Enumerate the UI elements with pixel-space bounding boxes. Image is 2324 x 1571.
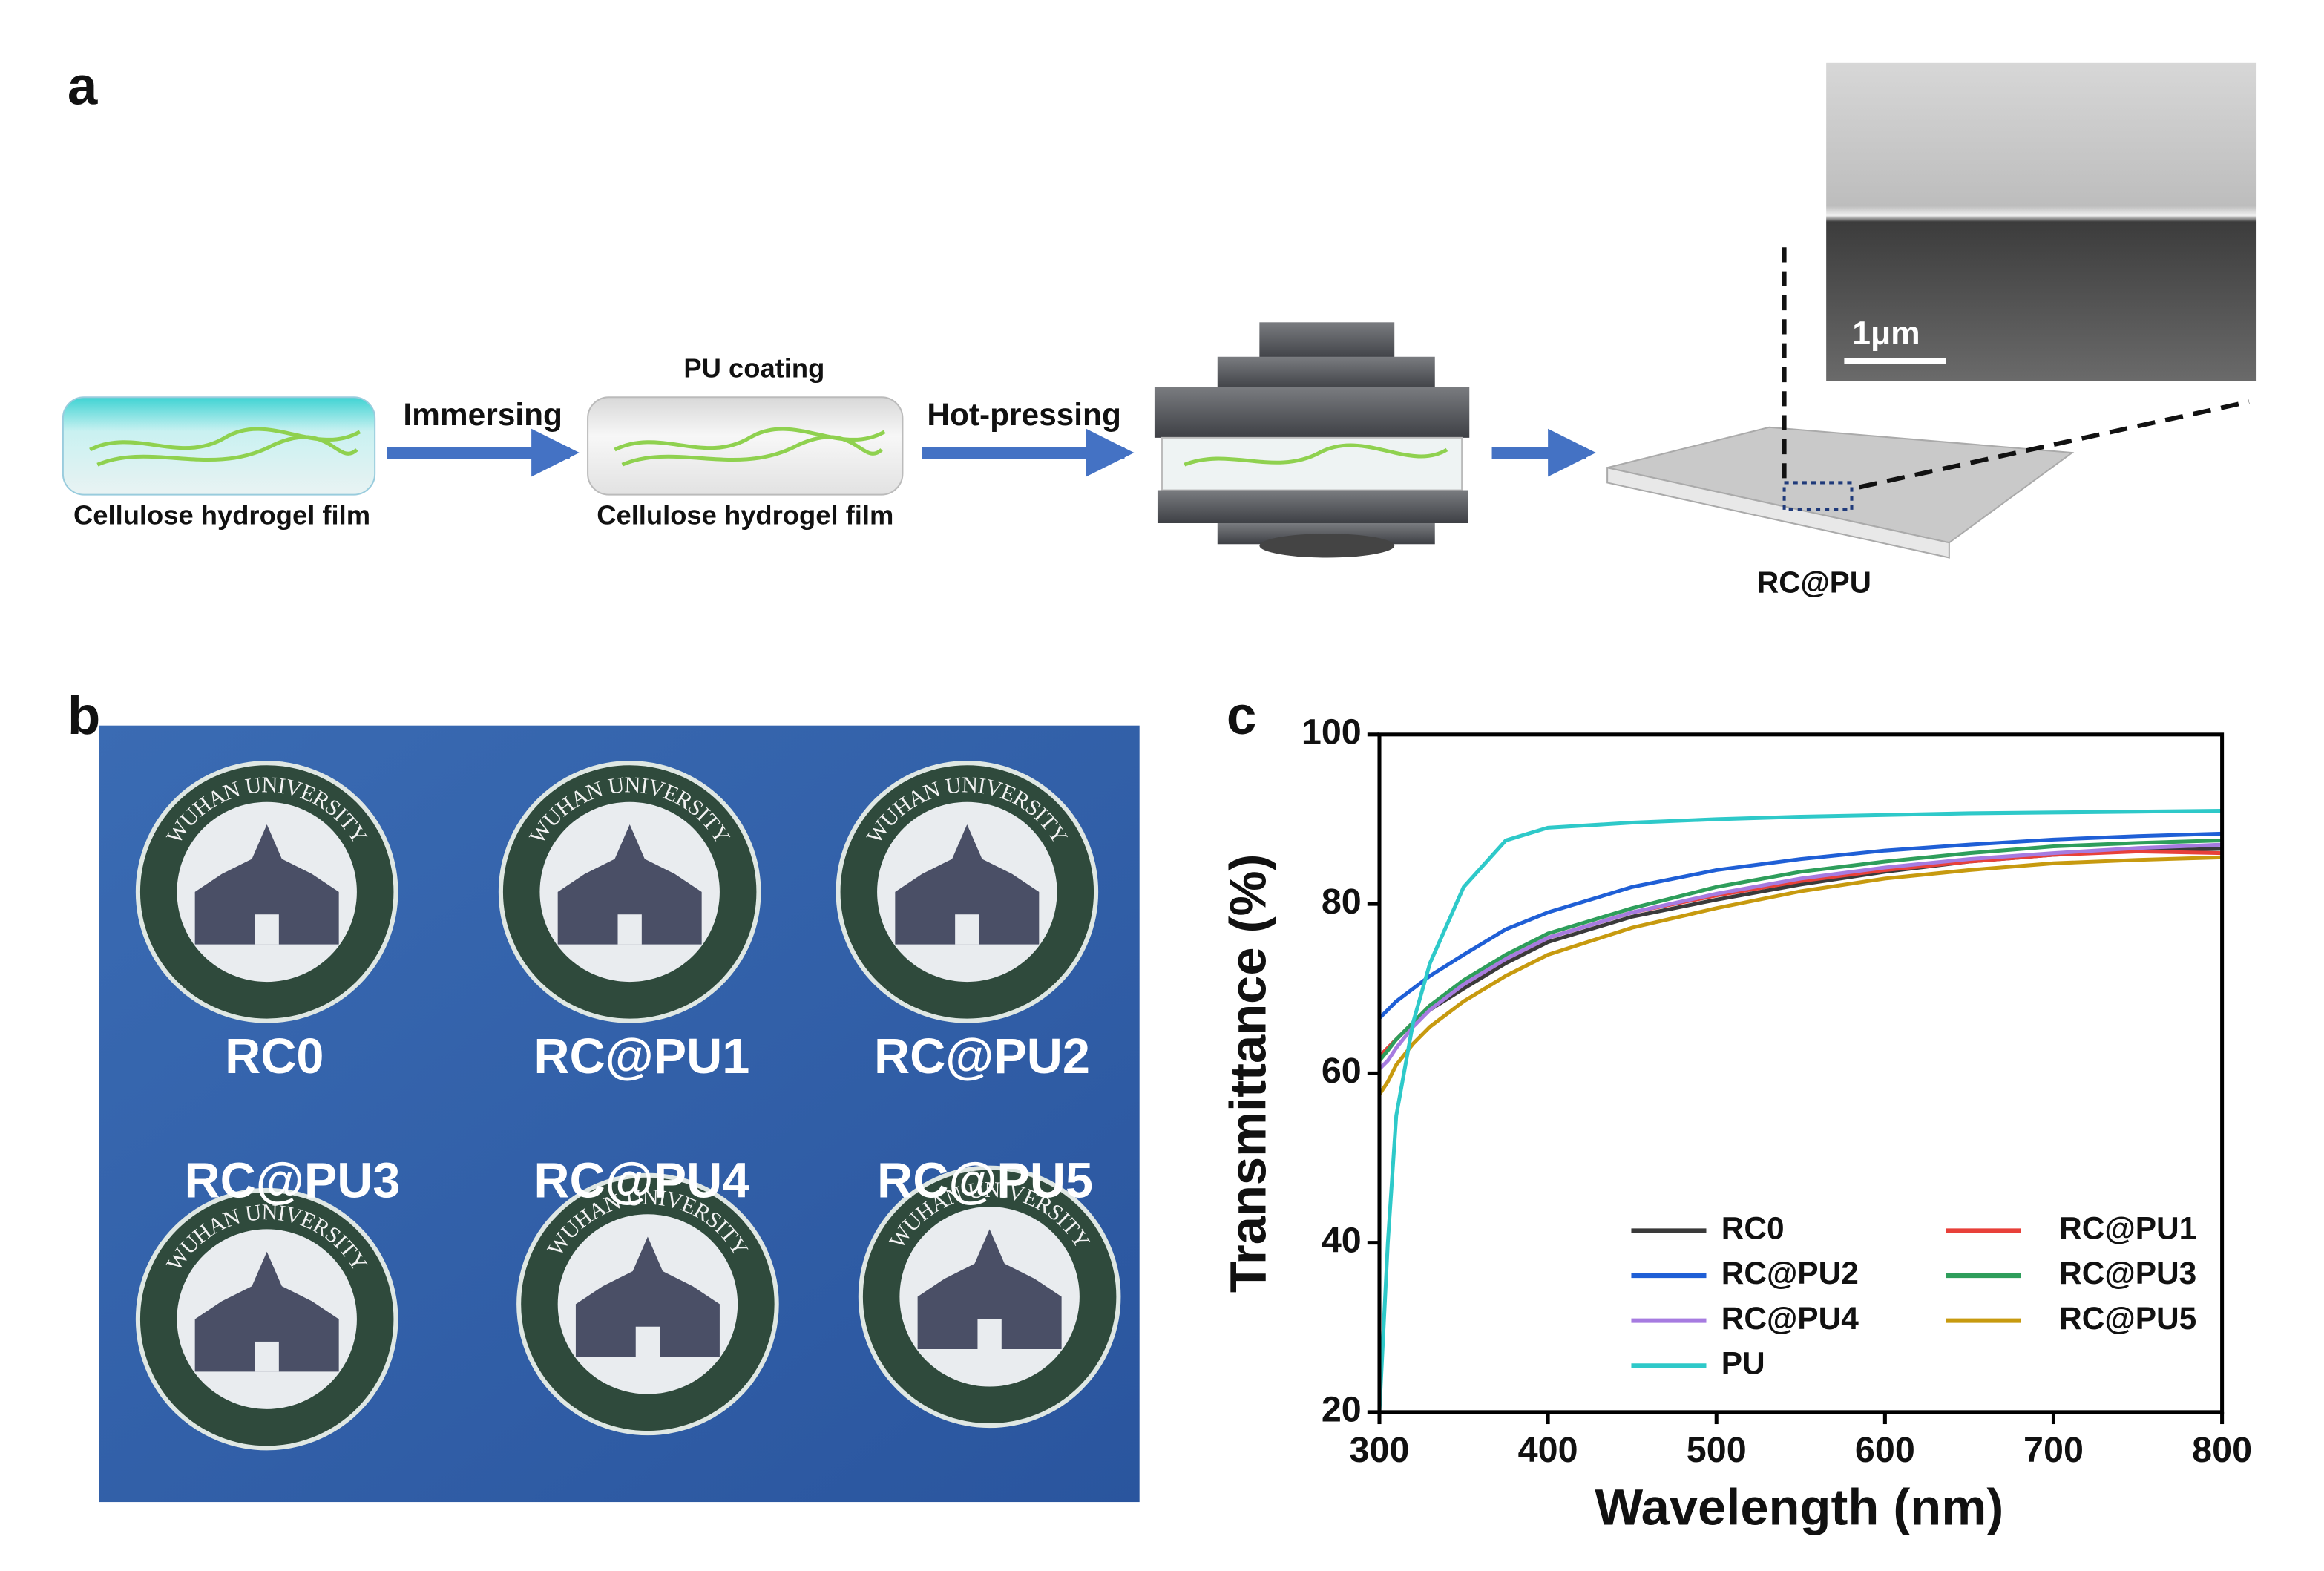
plot-frame: [1377, 732, 2225, 1414]
product-label: RC@PU: [1757, 565, 1871, 599]
data-line: [1378, 831, 2222, 1020]
panel-label: b: [68, 686, 100, 746]
panel-b: b WUHAN UNIVERSITY WUHAN UNIVERSITY WUHAN …: [68, 686, 1140, 1503]
coated-film: [587, 396, 904, 496]
y-tick-label: 100: [1301, 712, 1362, 752]
sample-label: RC@PU4: [534, 1153, 749, 1208]
emblem: WUHAN UNIVERSITY: [516, 1172, 779, 1436]
panel-label: c: [1227, 686, 1256, 746]
sample-label: RC0: [225, 1029, 324, 1084]
emblem: WUHAN UNIVERSITY: [836, 761, 1099, 1023]
emblem-door: [955, 914, 979, 945]
y-axis-label: Transmittance (%): [1219, 854, 1276, 1293]
data-line: [1377, 855, 2222, 1096]
emblem: WUHAN UNIVERSITY: [135, 761, 398, 1023]
sample-label: RC@PU5: [877, 1153, 1093, 1208]
scale-bar-label: 1μm: [1852, 315, 1920, 352]
x-tick-label: 500: [1687, 1430, 1747, 1470]
emblem-building: [917, 1229, 1062, 1350]
legend-label: RC@PU4: [1721, 1301, 1859, 1336]
legend-label: RC@PU5: [2059, 1301, 2196, 1336]
hydrogel-film: [62, 396, 376, 496]
emblem-building: [194, 824, 339, 945]
legend-label: PU: [1721, 1345, 1765, 1380]
panel-c: c Wavelength (nm) Transmittance (%) 300 4…: [1219, 686, 2252, 1535]
press-part: [1259, 322, 1395, 360]
data-line: [1377, 809, 2222, 1413]
y-tick-label: 20: [1322, 1390, 1362, 1430]
step-label: Immersing: [403, 397, 562, 432]
emblem-door: [617, 914, 642, 945]
x-tick-label: 300: [1350, 1430, 1410, 1470]
emblem-building: [575, 1236, 720, 1357]
emblem-building: [557, 824, 702, 945]
step-label: Hot-pressing: [927, 397, 1121, 432]
cellulose-fibers: [89, 427, 361, 467]
emblem-door: [255, 1341, 279, 1372]
film-label: Cellulose hydrogel film: [73, 500, 370, 531]
legend-label: RC@PU1: [2059, 1211, 2196, 1246]
press-part: [1157, 490, 1468, 523]
film-label: Cellulose hydrogel film: [597, 500, 893, 531]
callout-box: [1782, 481, 1854, 511]
x-tick-label: 800: [2192, 1430, 2252, 1470]
data-line: [1378, 842, 2222, 1071]
y-tick-label: 80: [1322, 882, 1362, 922]
press-part: [1259, 534, 1395, 558]
hot-press: [1154, 322, 1470, 558]
emblem-door: [635, 1326, 660, 1357]
x-tick-label: 400: [1518, 1430, 1578, 1470]
y-tick-label: 40: [1322, 1220, 1362, 1260]
legend-label: RC@PU2: [1721, 1256, 1859, 1290]
x-tick-label: 600: [1855, 1430, 1915, 1470]
pressed-film: [1161, 436, 1463, 491]
callout-line: [1858, 399, 2250, 490]
panel-label: a: [68, 56, 98, 116]
legend-label: RC@PU3: [2059, 1256, 2196, 1290]
press-part: [1217, 356, 1435, 390]
emblem-building: [194, 1251, 339, 1372]
sample-label: RC@PU3: [185, 1153, 401, 1208]
emblem-door: [255, 914, 279, 945]
cellulose-fibers: [1184, 443, 1448, 467]
coating-label: PU coating: [683, 353, 824, 384]
sample-label: RC@PU1: [534, 1029, 749, 1084]
sample-label: RC@PU2: [874, 1029, 1090, 1084]
sem-image: [1826, 62, 2257, 381]
x-axis-label: Wavelength (nm): [1595, 1478, 2003, 1535]
emblem: WUHAN UNIVERSITY: [858, 1165, 1121, 1429]
y-tick-label: 60: [1322, 1051, 1362, 1091]
data-line: [1378, 838, 2222, 1062]
cellulose-fibers: [614, 427, 886, 467]
panel-a: a Cellulose hydrogel film Immersing PU c…: [62, 56, 2257, 599]
emblem: WUHAN UNIVERSITY: [135, 1187, 398, 1451]
x-tick-label: 700: [2023, 1430, 2084, 1470]
emblem-door: [977, 1319, 1002, 1350]
legend-label: RC0: [1721, 1211, 1785, 1246]
rc-pu-sheet-edge: [1606, 466, 1950, 559]
emblem: WUHAN UNIVERSITY: [498, 761, 761, 1023]
press-part: [1154, 387, 1470, 438]
emblem-building: [895, 824, 1040, 945]
